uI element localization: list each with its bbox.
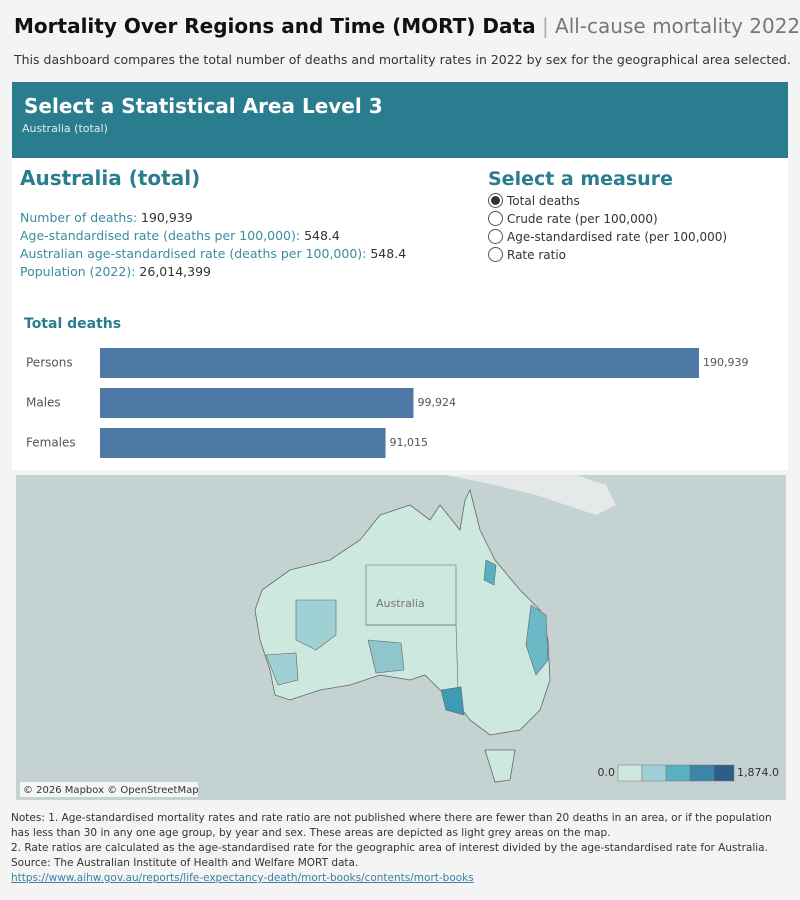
summary-label: Age-standardised rate (deaths per 100,00… [20, 228, 301, 243]
legend-min: 0.0 [598, 766, 616, 779]
map[interactable]: Australia © 2026 Mapbox © OpenStreetMap … [16, 475, 786, 800]
option-label: Rate ratio [507, 247, 566, 262]
tasmania [484, 749, 516, 783]
summary-row: Population (2022): 26,014,399 [20, 264, 211, 279]
note: 2. Rate ratios are calculated as the age… [11, 842, 768, 854]
note: Notes: 1. Age-standardised mortality rat… [11, 812, 772, 839]
bar [100, 428, 386, 458]
summary-label: Population (2022): [20, 264, 136, 279]
region [440, 686, 465, 716]
chart-title: Total deaths [24, 316, 121, 332]
notes: Notes: 1. Age-standardised mortality rat… [11, 811, 786, 886]
measure-option[interactable]: Rate ratio [488, 247, 566, 262]
bar [100, 348, 699, 378]
bar [100, 388, 414, 418]
radio [488, 211, 503, 226]
option-label: Total deaths [507, 193, 580, 208]
value-label: 91,015 [390, 436, 429, 449]
map-label: Australia [376, 597, 425, 610]
land-north [446, 475, 616, 515]
attribution-bg [20, 782, 198, 797]
region [525, 604, 549, 676]
region [295, 599, 337, 651]
radio [488, 229, 503, 244]
value-label: 190,939 [703, 356, 749, 369]
option-label: Crude rate (per 100,000) [507, 211, 658, 226]
summary-row: Age-standardised rate (deaths per 100,00… [20, 228, 340, 243]
region [367, 639, 405, 674]
category-label: Females [26, 436, 76, 450]
bar-chart: Total deaths Persons 190,939 Males 99,924 Fe… [24, 316, 749, 458]
banner[interactable]: Select a Statistical Area Level 3 Austra… [12, 82, 788, 158]
legend-swatch [689, 764, 715, 782]
description: This dashboard compares the total number… [14, 52, 791, 67]
attribution: © 2026 Mapbox © OpenStreetMap [23, 785, 199, 796]
summary-value: 548.4 [370, 246, 407, 261]
banner-selection: Australia (total) [22, 122, 108, 135]
summary-value: 26,014,399 [139, 264, 211, 279]
radio [488, 247, 503, 262]
option-label: Age-standardised rate (per 100,000) [507, 229, 728, 244]
legend-max: 1,874.0 [737, 766, 779, 779]
measure-option[interactable]: Total deaths [488, 193, 580, 208]
legend-swatch [713, 764, 735, 782]
legend-swatch [665, 764, 691, 782]
measure-title: Select a measure [488, 168, 673, 190]
border [366, 624, 459, 691]
summary-row: Australian age-standardised rate (deaths… [20, 246, 406, 261]
summary-value: 548.4 [304, 228, 340, 243]
legend-swatch [617, 764, 643, 782]
region [483, 559, 497, 586]
note: Source: The Australian Institute of Heal… [11, 857, 359, 869]
radio [488, 193, 503, 208]
measure-option[interactable]: Crude rate (per 100,000) [488, 211, 658, 226]
title-bar: Mortality Over Regions and Time (MORT) D… [14, 14, 800, 38]
summary-label: Number of deaths: [20, 210, 138, 225]
summary-row: Number of deaths: 190,939 [20, 210, 193, 225]
region [265, 652, 299, 686]
value-label: 99,924 [417, 396, 456, 409]
summary-value: 190,939 [141, 210, 193, 225]
category-label: Males [26, 396, 61, 410]
link[interactable]: https://www.aihw.gov.au/reports/life-exp… [11, 872, 474, 884]
radio-dot [491, 196, 500, 205]
title: Mortality Over Regions and Time (MORT) D… [14, 14, 536, 38]
mainland [254, 488, 551, 736]
banner-title: Select a Statistical Area Level 3 [24, 94, 383, 118]
legend-swatch [641, 764, 667, 782]
category-label: Persons [26, 356, 73, 370]
subtitle: All-cause mortality 2022 [555, 14, 800, 38]
measure-option[interactable]: Age-standardised rate (per 100,000) [488, 229, 727, 244]
summary-title: Australia (total) [20, 166, 201, 190]
summary-label: Australian age-standardised rate (deaths… [20, 246, 367, 261]
